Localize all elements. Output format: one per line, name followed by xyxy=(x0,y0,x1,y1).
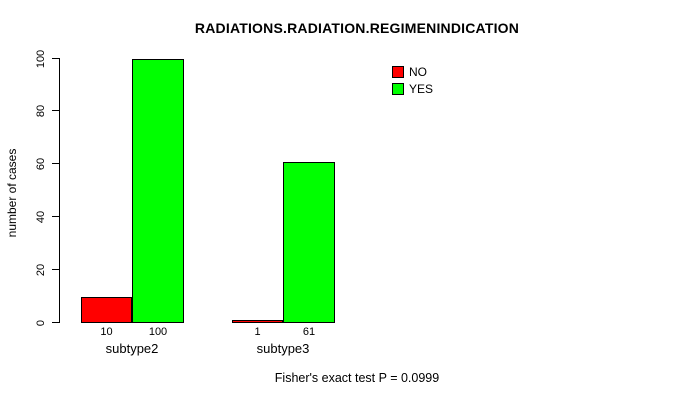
y-tick-label: 60 xyxy=(35,157,47,171)
y-tick-mark xyxy=(52,216,60,217)
legend-entry-yes: YES xyxy=(392,82,433,96)
bar-value-label: 1 xyxy=(254,326,261,338)
bar-subtype2-no xyxy=(81,297,132,323)
legend-swatch-no xyxy=(392,66,404,78)
y-axis-label: number of cases xyxy=(5,148,19,238)
y-tick-mark xyxy=(52,110,60,111)
category-label: subtype2 xyxy=(105,341,159,356)
category-label: subtype3 xyxy=(256,341,310,356)
bar-value-label: 100 xyxy=(148,326,168,338)
bar-subtype3-no xyxy=(232,320,283,323)
legend-swatch-yes xyxy=(392,83,404,95)
bar-subtype3-yes xyxy=(283,162,335,323)
caption: Fisher's exact test P = 0.0999 xyxy=(274,371,440,385)
legend-label-no: NO xyxy=(409,65,427,79)
bar-value-label: 10 xyxy=(100,326,113,338)
y-axis-line xyxy=(59,58,60,323)
y-tick-mark xyxy=(52,163,60,164)
y-tick-label: 80 xyxy=(35,104,47,118)
y-tick-mark xyxy=(52,269,60,270)
bar-value-label: 61 xyxy=(302,326,316,338)
bar-subtype2-yes xyxy=(132,59,184,323)
y-tick-label: 0 xyxy=(35,319,47,327)
legend-entry-no: NO xyxy=(392,65,433,79)
chart-title: RADIATIONS.RADIATION.REGIMENINDICATION xyxy=(194,20,520,36)
y-tick-mark xyxy=(52,58,60,59)
y-tick-mark xyxy=(52,322,60,323)
legend-label-yes: YES xyxy=(409,82,434,96)
y-tick-label: 20 xyxy=(35,263,47,277)
legend: NO YES xyxy=(392,65,433,99)
y-tick-label: 40 xyxy=(35,210,47,224)
y-tick-label: 100 xyxy=(35,49,47,69)
